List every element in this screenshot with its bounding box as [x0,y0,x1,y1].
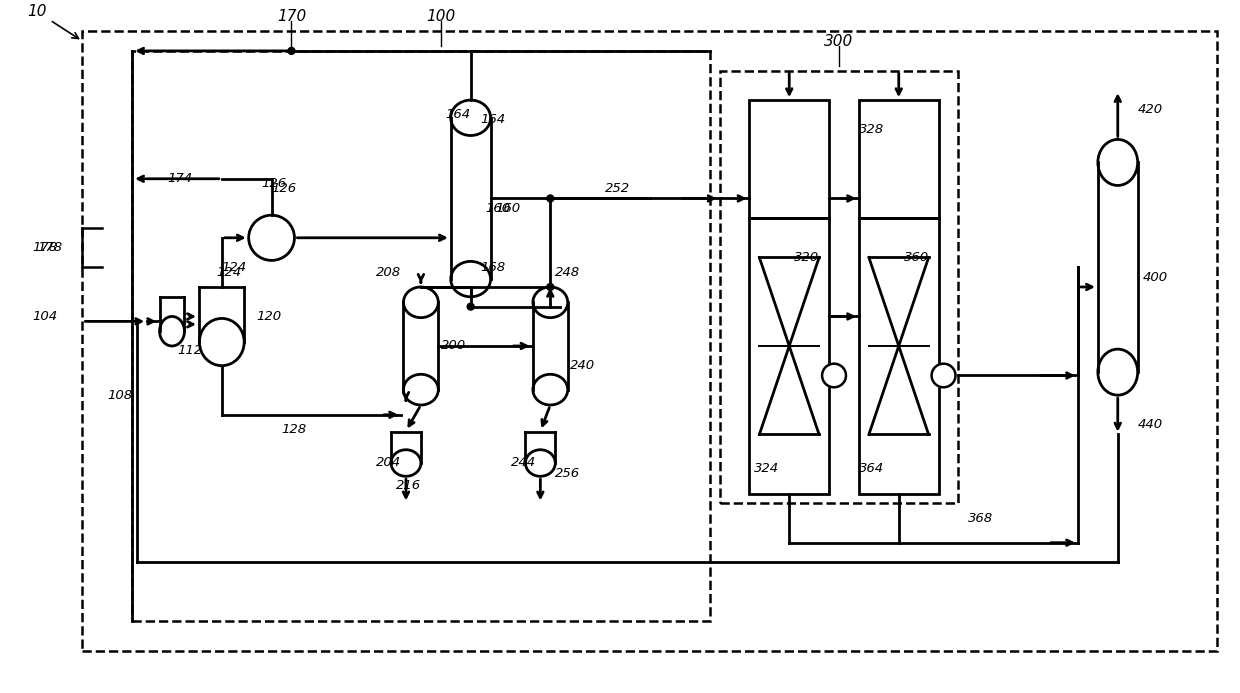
Text: 364: 364 [859,462,884,475]
Text: 112: 112 [177,344,202,358]
Ellipse shape [451,100,491,136]
Text: 252: 252 [605,182,630,195]
Text: 126: 126 [262,177,286,190]
Bar [749,100,830,218]
Text: 178: 178 [37,241,63,254]
Text: 160: 160 [496,202,521,215]
Text: 178: 178 [32,241,58,254]
Text: 164: 164 [446,108,471,121]
Text: 440: 440 [1137,418,1163,431]
Text: 124: 124 [222,261,247,274]
Circle shape [249,215,294,261]
Ellipse shape [1097,349,1137,395]
Circle shape [288,47,295,54]
Bar [859,100,939,218]
Ellipse shape [200,319,244,366]
Ellipse shape [403,287,438,317]
Text: 244: 244 [511,455,536,468]
Text: 170: 170 [277,9,306,24]
Text: 420: 420 [1137,103,1163,116]
Text: 164: 164 [481,113,506,126]
Text: 160: 160 [486,202,511,215]
Text: 200: 200 [440,340,466,353]
Text: 10: 10 [27,4,78,39]
Ellipse shape [391,450,420,476]
Bar [859,218,939,493]
Ellipse shape [403,374,438,405]
Text: 174: 174 [167,173,192,185]
Text: 126: 126 [272,182,296,195]
Text: 328: 328 [859,123,884,136]
Ellipse shape [160,317,185,346]
Circle shape [547,195,554,202]
Circle shape [931,364,956,387]
Ellipse shape [526,450,556,476]
Text: 256: 256 [556,467,580,480]
Text: 216: 216 [396,479,422,492]
Circle shape [467,304,474,310]
Ellipse shape [533,287,568,317]
Text: 300: 300 [825,33,853,49]
Circle shape [822,364,846,387]
Text: 324: 324 [754,462,780,475]
Text: 204: 204 [376,455,402,468]
Text: 208: 208 [376,265,402,279]
Text: 128: 128 [281,423,306,436]
Bar [719,71,959,503]
Ellipse shape [533,374,568,405]
Text: 400: 400 [1142,271,1168,283]
Text: 108: 108 [108,389,133,402]
Circle shape [547,283,554,290]
Text: 240: 240 [570,359,595,372]
Text: 320: 320 [794,251,820,264]
Bar [133,51,709,622]
Text: 100: 100 [427,9,455,24]
Text: 120: 120 [257,310,281,323]
Ellipse shape [1097,139,1137,186]
Bar [749,218,830,493]
Ellipse shape [451,261,491,297]
Text: 168: 168 [481,261,506,274]
Text: 104: 104 [32,310,58,323]
Text: 124: 124 [217,265,242,279]
Text: 368: 368 [968,511,993,525]
Text: 248: 248 [556,265,580,279]
Text: 360: 360 [904,251,929,264]
